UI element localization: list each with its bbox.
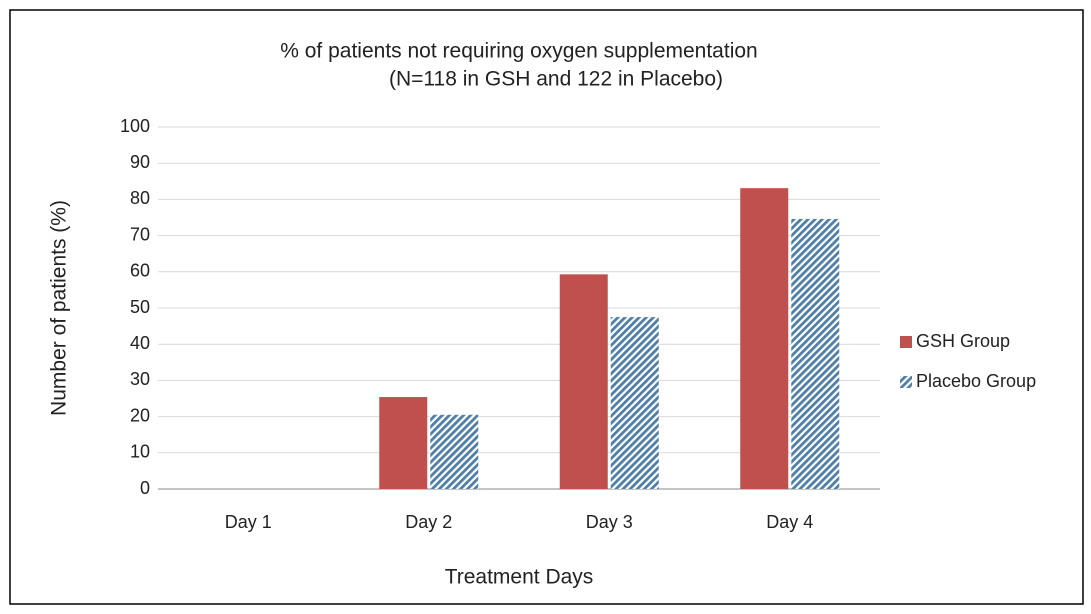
bar	[559, 274, 608, 489]
y-tick-label: 50	[130, 297, 150, 317]
y-tick-label: 100	[120, 116, 150, 136]
x-axis-label: Treatment Days	[445, 566, 594, 589]
y-tick-label: 10	[130, 442, 150, 462]
x-tick-label: Day 3	[586, 512, 633, 532]
bar	[740, 188, 789, 490]
legend-label: GSH Group	[916, 331, 1010, 351]
bar	[430, 414, 479, 489]
x-tick-label: Day 1	[225, 512, 272, 532]
legend-label: Placebo Group	[916, 371, 1036, 391]
bar	[379, 397, 428, 489]
chart-title: % of patients not requiring oxygen suppl…	[280, 40, 757, 63]
y-tick-label: 30	[130, 369, 150, 389]
y-tick-label: 40	[130, 333, 150, 353]
chart-frame	[9, 9, 1084, 605]
x-tick-label: Day 2	[405, 512, 452, 532]
y-axis-label: Number of patients (%)	[48, 200, 71, 416]
legend-swatch	[900, 336, 912, 348]
bar	[610, 317, 659, 489]
y-tick-label: 60	[130, 261, 150, 281]
chart-subtitle: (N=118 in GSH and 122 in Placebo)	[389, 68, 723, 91]
legend-swatch	[900, 376, 912, 388]
y-tick-label: 70	[130, 224, 150, 244]
y-tick-label: 80	[130, 188, 150, 208]
y-tick-label: 90	[130, 152, 150, 172]
bar	[791, 218, 840, 489]
y-tick-label: 0	[140, 478, 150, 498]
x-tick-label: Day 4	[766, 512, 813, 532]
y-tick-label: 20	[130, 405, 150, 425]
